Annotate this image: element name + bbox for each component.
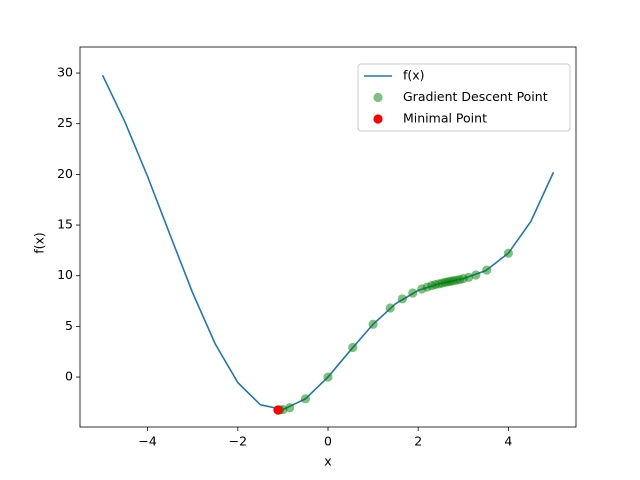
descent-point bbox=[471, 270, 481, 280]
y-tick-label: 30 bbox=[57, 65, 73, 80]
y-tick-label: 0 bbox=[65, 369, 73, 384]
descent-point bbox=[503, 248, 513, 258]
x-tick-label: −2 bbox=[229, 434, 247, 449]
descent-point bbox=[368, 319, 378, 329]
legend-marker bbox=[373, 92, 383, 103]
descent-point bbox=[417, 284, 427, 294]
descent-point bbox=[348, 342, 358, 353]
minimal-point bbox=[273, 405, 283, 415]
x-tick-label: 2 bbox=[414, 434, 422, 449]
x-axis-label: x bbox=[324, 454, 331, 469]
descent-point bbox=[300, 394, 311, 404]
legend: f(x) Gradient Descent Point Minimal Point bbox=[357, 63, 571, 132]
x-tick-label: 0 bbox=[324, 434, 332, 449]
descent-point bbox=[482, 265, 492, 275]
descent-point bbox=[385, 303, 395, 313]
legend-label: Gradient Descent Point bbox=[403, 89, 548, 104]
y-tick-label: 25 bbox=[57, 115, 73, 130]
y-tick-label: 10 bbox=[57, 267, 73, 282]
legend-marker bbox=[373, 114, 383, 124]
plot-frame bbox=[79, 46, 577, 428]
descent-point bbox=[397, 294, 407, 304]
legend-box bbox=[357, 63, 571, 132]
y-tick-label: 20 bbox=[57, 166, 73, 181]
descent-point bbox=[323, 372, 333, 382]
x-tick-label: −4 bbox=[138, 434, 156, 449]
y-axis-label: f(x) bbox=[32, 232, 47, 254]
legend-label: Minimal Point bbox=[403, 111, 487, 126]
descent-point bbox=[408, 288, 418, 298]
x-tick-label: 4 bbox=[504, 434, 512, 449]
y-tick-label: 15 bbox=[57, 217, 73, 232]
legend-label: f(x) bbox=[403, 68, 425, 83]
y-tick-label: 5 bbox=[65, 318, 73, 333]
